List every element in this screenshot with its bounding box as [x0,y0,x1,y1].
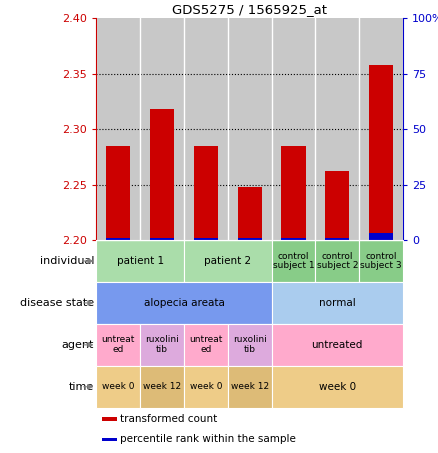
Text: time: time [69,382,94,392]
Bar [102,438,117,441]
Bar [96,324,140,366]
Bar [184,324,228,366]
Bar [315,240,359,282]
Bar [102,417,117,421]
Bar [194,146,218,240]
Text: patient 1: patient 1 [117,256,164,266]
Bar [96,366,140,408]
Bar [369,233,393,240]
Bar [150,238,174,240]
Bar [359,240,403,282]
Bar [281,146,306,240]
Bar [281,238,306,240]
Bar [272,240,315,282]
Bar [325,171,350,240]
Text: week 0: week 0 [190,382,222,391]
Bar [184,240,272,282]
Bar [272,324,403,366]
Text: untreated: untreated [311,340,363,350]
Bar [106,146,131,240]
Bar [272,366,403,408]
Text: patient 2: patient 2 [204,256,251,266]
Text: individual: individual [40,256,94,266]
Bar [140,366,184,408]
Text: ruxolini
tib: ruxolini tib [145,336,179,354]
Text: alopecia areata: alopecia areata [144,298,224,308]
Text: normal: normal [319,298,356,308]
Text: transformed count: transformed count [120,414,217,424]
Text: ruxolini
tib: ruxolini tib [233,336,267,354]
Bar [184,366,228,408]
Text: disease state: disease state [20,298,94,308]
Text: week 0: week 0 [102,382,134,391]
Text: untreat
ed: untreat ed [102,336,135,354]
Text: control
subject 3: control subject 3 [360,252,402,270]
Text: control
subject 1: control subject 1 [272,252,314,270]
Text: percentile rank within the sample: percentile rank within the sample [120,434,296,444]
Bar [237,238,261,240]
Text: week 12: week 12 [230,382,269,391]
Text: week 12: week 12 [143,382,181,391]
Title: GDS5275 / 1565925_at: GDS5275 / 1565925_at [172,3,327,15]
Text: untreat
ed: untreat ed [189,336,223,354]
Text: control
subject 2: control subject 2 [317,252,358,270]
Bar [369,65,393,240]
Bar [325,238,350,240]
Bar [106,238,131,240]
Bar [237,187,261,240]
Bar [228,366,272,408]
Bar [140,324,184,366]
Bar [194,238,218,240]
Bar [150,109,174,240]
Bar [272,282,403,324]
Bar [96,282,272,324]
Bar [96,240,184,282]
Bar [228,324,272,366]
Text: week 0: week 0 [319,382,356,392]
Text: agent: agent [62,340,94,350]
